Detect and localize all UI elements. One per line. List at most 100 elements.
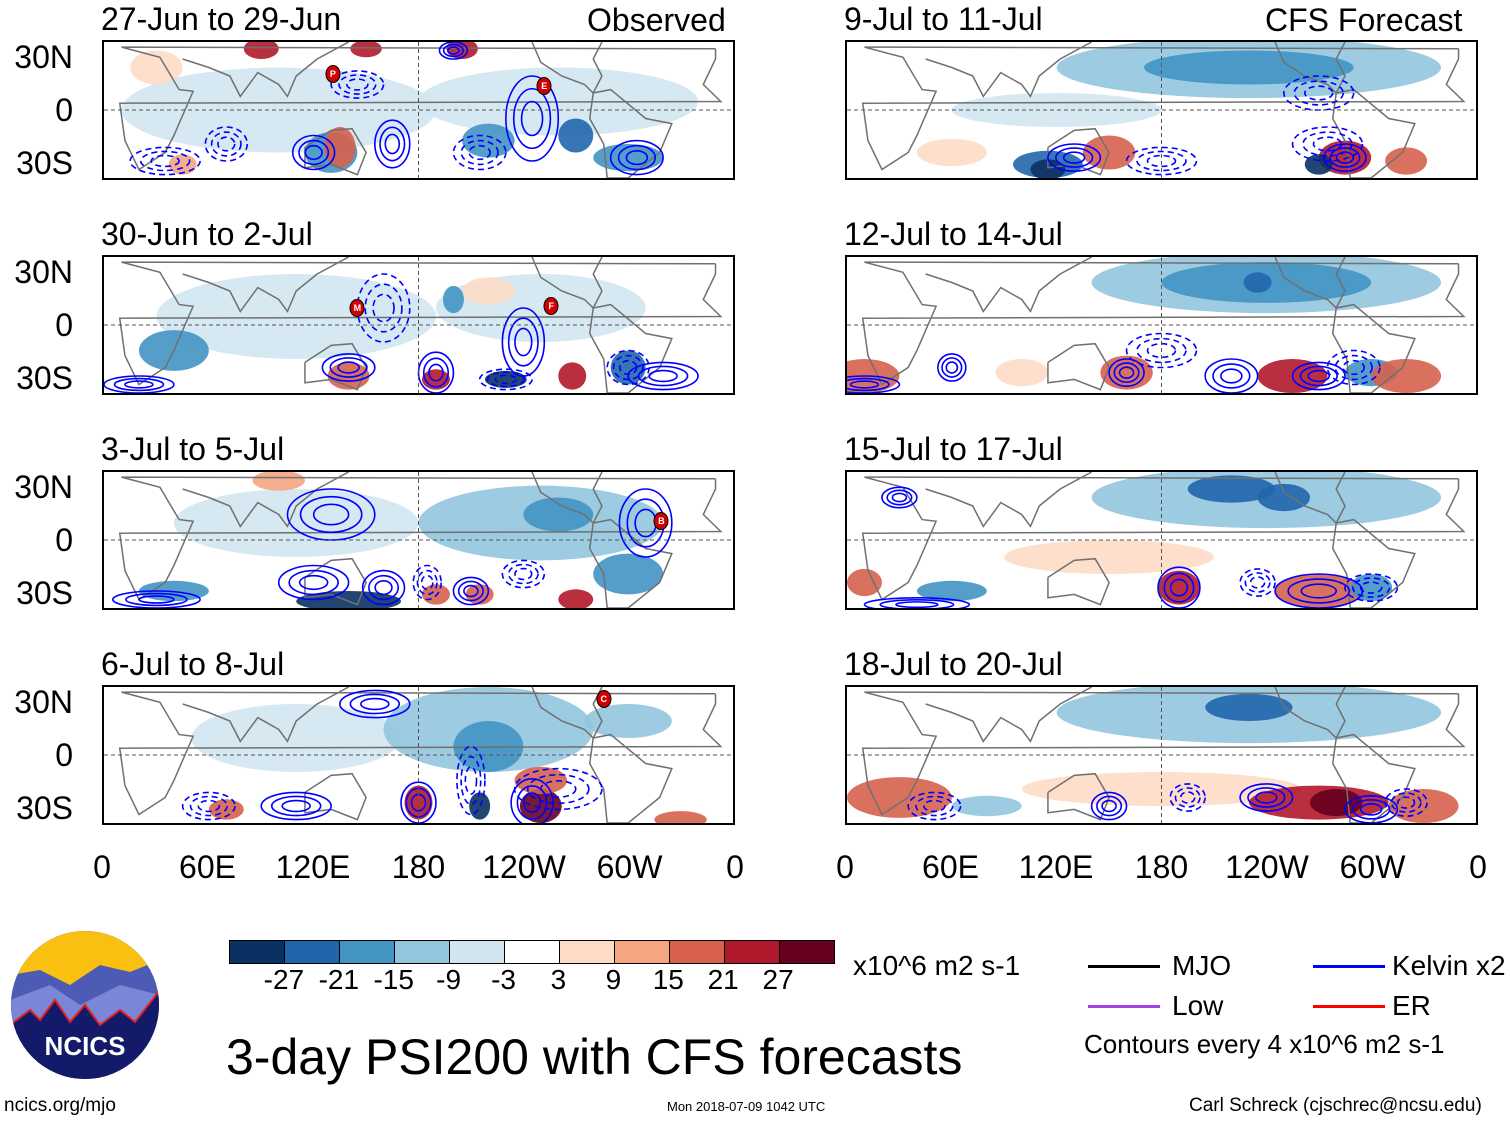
kelvin-contour-positive (864, 598, 969, 608)
field-shading (442, 285, 464, 314)
kelvin-contour-negative (1303, 132, 1352, 156)
lon-tick-label: 60W (1339, 849, 1406, 885)
field-shading (243, 42, 279, 59)
kelvin-contour-positive (1301, 584, 1336, 598)
kelvin-contour-negative (198, 801, 219, 812)
kelvin-contour-positive (363, 571, 405, 605)
coastline (532, 687, 602, 738)
kelvin-contour-positive (524, 793, 541, 812)
kelvin-contour-negative (218, 137, 235, 151)
observed-label: Observed (587, 2, 726, 38)
kelvin-contour-positive (847, 376, 899, 393)
site-link[interactable]: ncics.org/mjo (4, 1095, 116, 1116)
kelvin-contour-negative (422, 576, 433, 590)
kelvin-contour-negative (1335, 356, 1372, 380)
field-shading (1205, 693, 1293, 721)
kelvin-contour-positive (375, 120, 410, 168)
field-shading (593, 553, 664, 595)
coastline (1048, 129, 1109, 175)
coastline (1333, 305, 1415, 393)
kelvin-contour-positive (401, 782, 436, 823)
kelvin-contour-positive (509, 318, 538, 366)
kelvin-contour-positive (361, 699, 389, 710)
kelvin-contour-negative (1361, 582, 1382, 593)
kelvin-contour-negative (1170, 784, 1205, 811)
kelvin-contour-negative (1137, 151, 1186, 170)
map-panel: C (102, 685, 735, 825)
kelvin-contour-positive (375, 581, 392, 595)
coastline (183, 257, 349, 311)
kelvin-contour-negative (339, 75, 376, 94)
kelvin-contour-positive (1324, 144, 1366, 171)
kelvin-contour-positive (1092, 792, 1127, 819)
map-field (104, 257, 733, 393)
kelvin-contour-positive (139, 596, 174, 603)
colorbar-swatch (450, 941, 505, 963)
kelvin-contour-negative (1294, 81, 1343, 105)
field-shading (1385, 147, 1428, 175)
kelvin-contour-negative (453, 136, 505, 170)
kelvin-contour-positive (114, 379, 163, 391)
kelvin-contour-negative (620, 361, 637, 375)
kelvin-contour-positive (942, 358, 962, 377)
kelvin-contour-positive (1288, 579, 1349, 603)
field-shading (1004, 540, 1214, 574)
coastline (183, 42, 349, 96)
lat-label: 0 (55, 522, 73, 558)
kelvin-contour-positive (300, 576, 328, 590)
field-shading (1350, 574, 1393, 602)
field-shading (1243, 272, 1272, 293)
colorbar-label: 9 (605, 964, 622, 995)
kelvin-contour-positive (880, 600, 953, 608)
map-panel (845, 40, 1478, 180)
tropical-cyclone-icon: P (325, 65, 341, 84)
tropical-cyclone-icon: C (596, 689, 612, 708)
field-shading (121, 67, 436, 153)
kelvin-contour-positive (125, 381, 153, 388)
lon-tick-label: 0 (1469, 849, 1487, 885)
coastline (926, 687, 1092, 741)
lon-tick-label: 120E (275, 849, 351, 885)
kelvin-contour-positive (305, 146, 322, 160)
logo-text: NCICS (45, 1031, 126, 1061)
map-field (104, 687, 733, 823)
kelvin-contour-negative (331, 71, 383, 98)
lon-tick-label: 0 (726, 849, 744, 885)
kelvin-contour-negative (1353, 578, 1390, 597)
panel-title: 3-Jul to 5-Jul (101, 431, 285, 467)
coastline (590, 520, 672, 608)
legend-line-low (1088, 1005, 1160, 1008)
kelvin-contour-positive (1158, 567, 1200, 608)
field-shading (1144, 50, 1354, 85)
colorbar-label: -27 (263, 964, 305, 995)
kelvin-contour-negative (515, 569, 532, 580)
kelvin-contour-positive (502, 308, 544, 376)
kelvin-contour-positive (301, 497, 362, 533)
panel-title: 9-Jul to 11-Jul (844, 1, 1043, 37)
kelvin-contour-positive (1308, 371, 1329, 382)
kelvin-contour-positive (1293, 362, 1345, 389)
kelvin-contour-negative (1327, 351, 1379, 385)
coastline (926, 472, 1092, 526)
field-shading (847, 777, 952, 818)
kelvin-contour-negative (607, 351, 649, 385)
ncics-logo: NCICS (11, 931, 159, 1079)
kelvin-contour-positive (448, 47, 459, 54)
tropical-cyclone-icon: F (543, 297, 559, 316)
kelvin-contour-positive (506, 76, 558, 161)
kelvin-contour-negative (183, 792, 235, 819)
coastline (1275, 42, 1345, 93)
kelvin-contour-positive (1248, 788, 1285, 807)
field-shading (446, 42, 478, 59)
field-shading (462, 123, 515, 158)
forecast-label: CFS Forecast (1265, 2, 1463, 38)
kelvin-contour-positive (104, 376, 174, 393)
colorbar-swatch (725, 941, 780, 963)
kelvin-contour-negative (457, 747, 485, 815)
figure-title: 3-day PSI200 with CFS forecasts (226, 1029, 963, 1085)
kelvin-contour-positive (1361, 804, 1382, 815)
kelvin-contour-positive (272, 796, 321, 815)
kelvin-contour-positive (517, 786, 546, 819)
legend-low: Low (1172, 990, 1224, 1021)
lon-tick-label: 0 (836, 849, 854, 885)
